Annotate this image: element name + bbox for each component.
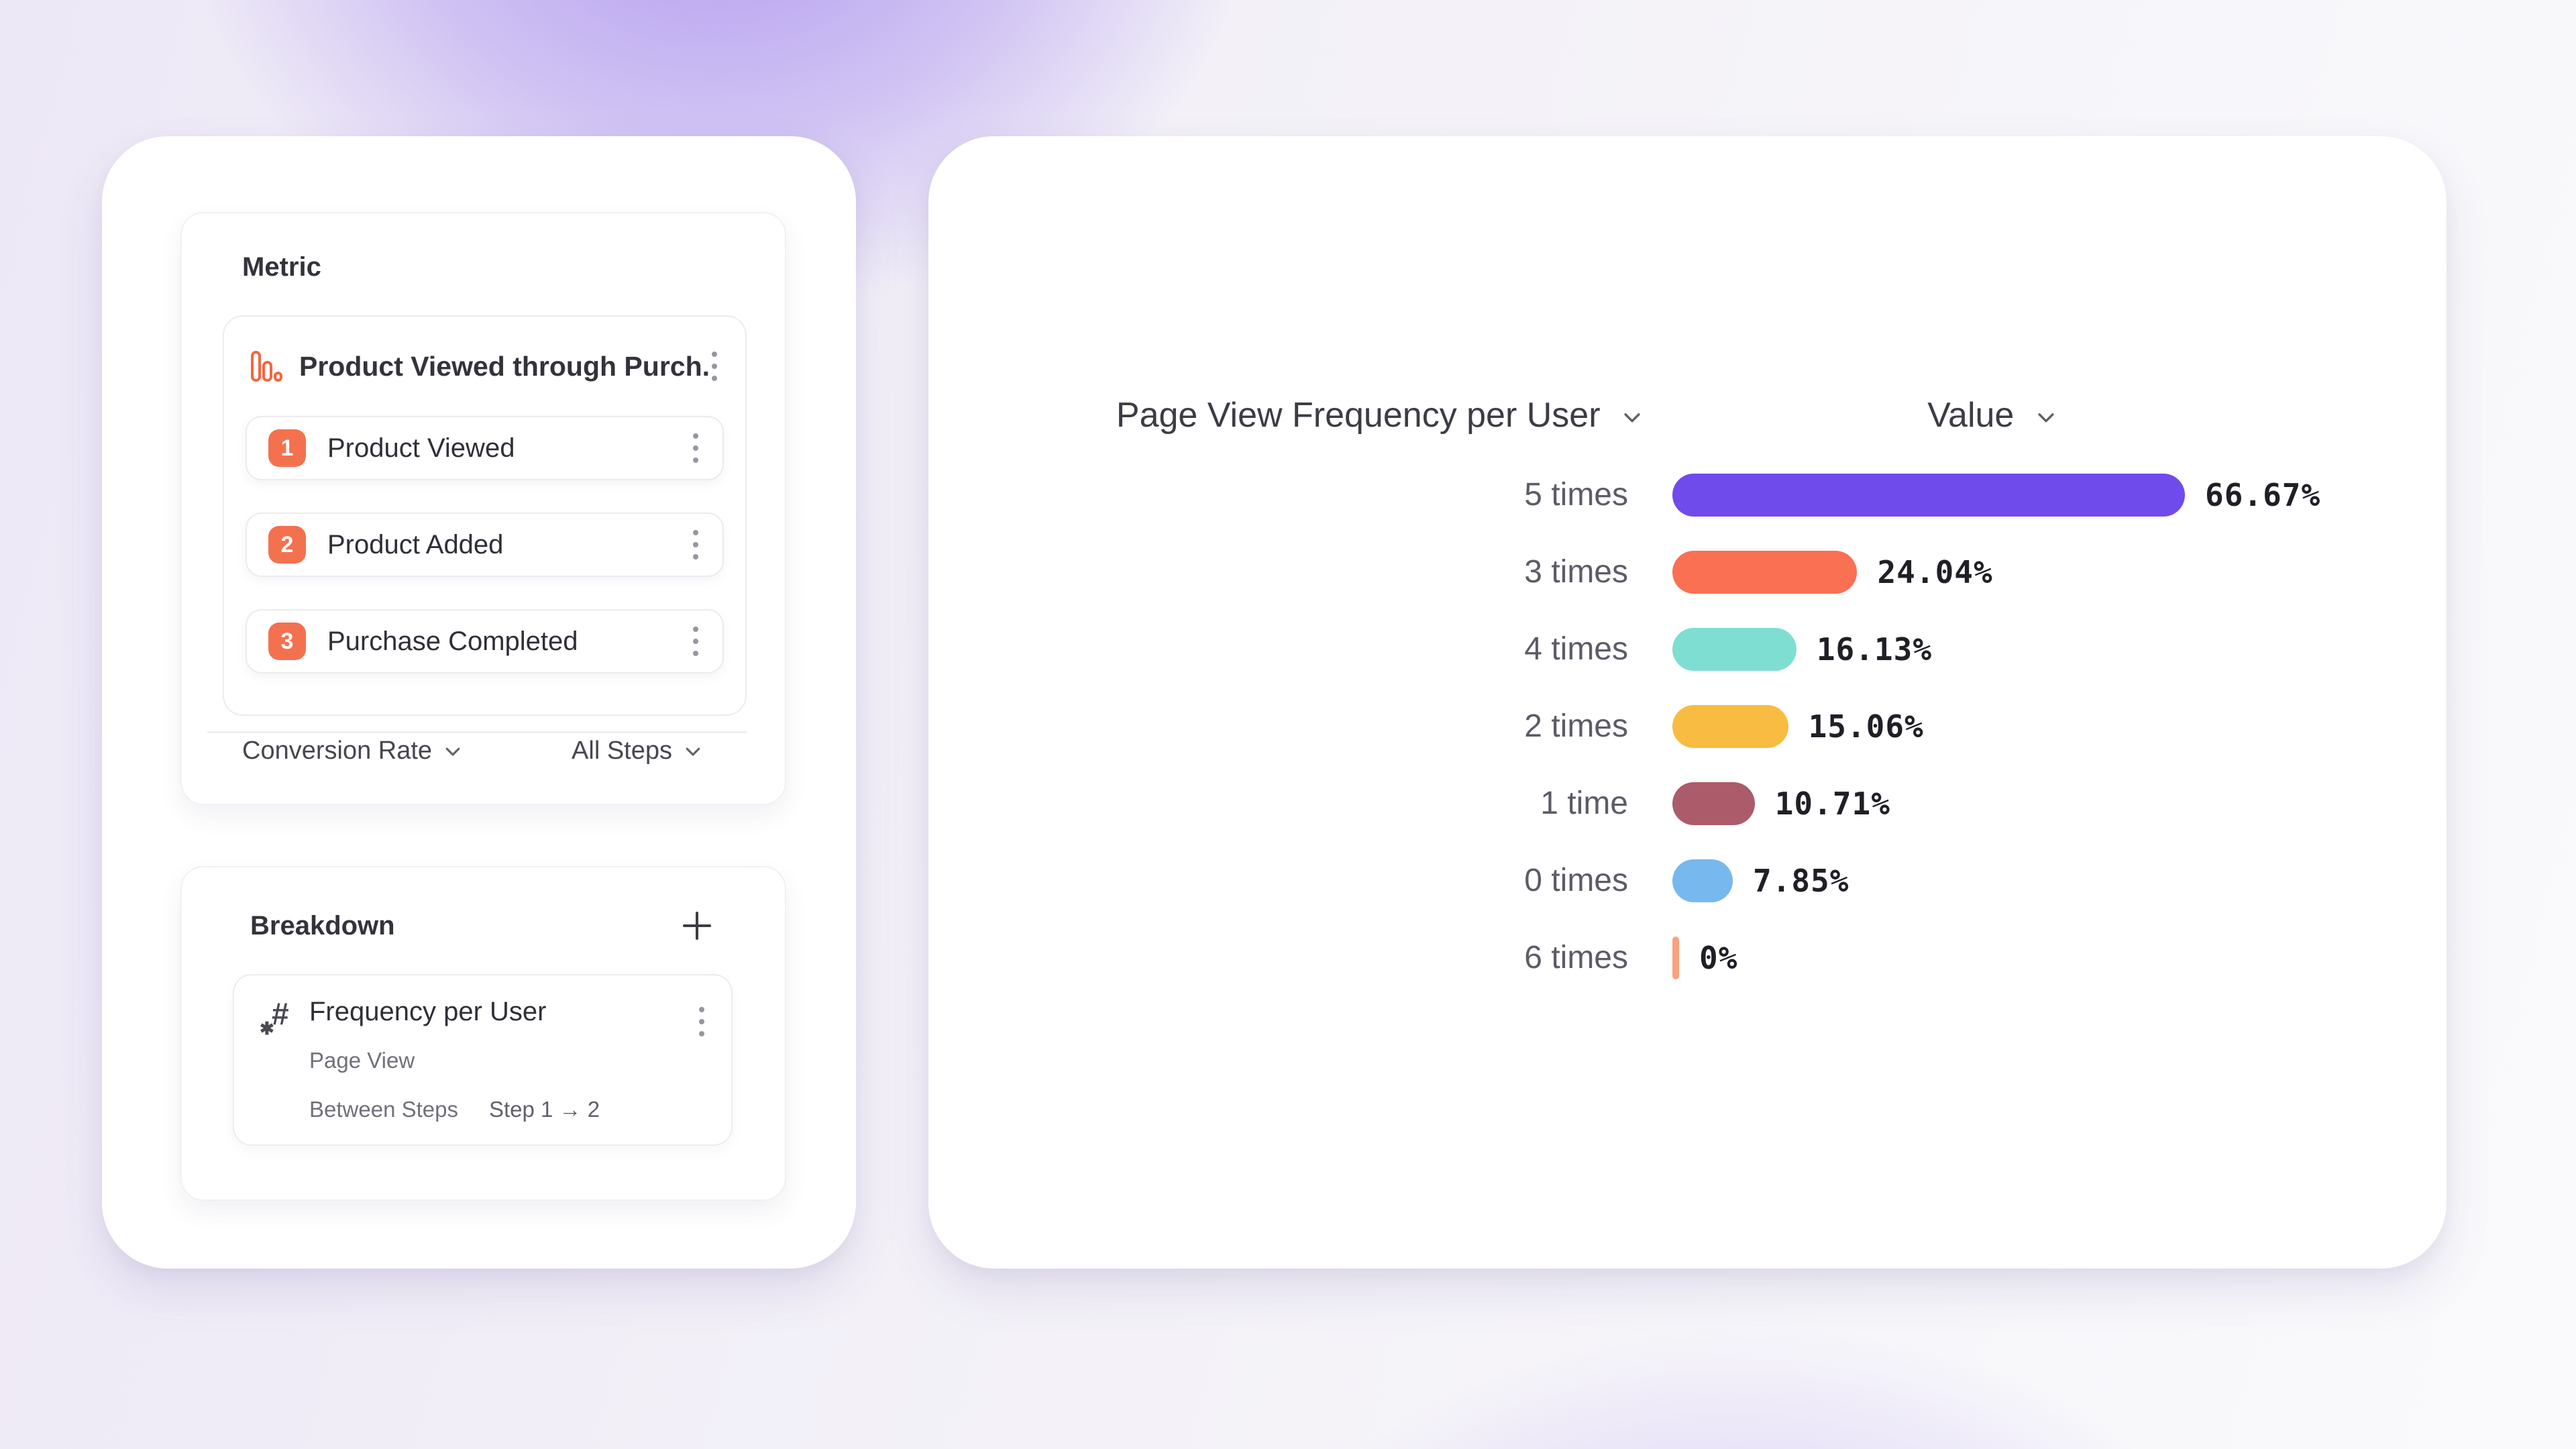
chart-row: 1 time 10.71%	[928, 765, 2447, 842]
category-label: 3 times	[1524, 554, 1628, 590]
funnel-definition-card: Product Viewed through Purch... 1 Produc…	[223, 315, 747, 716]
chart-card: Page View Frequency per User Value 5 tim…	[928, 136, 2447, 1269]
funnel-step-row[interactable]: 2 Product Added	[246, 513, 724, 577]
category-label: 4 times	[1524, 631, 1628, 667]
step-label: Purchase Completed	[327, 626, 578, 656]
breakdown-kebab-menu-icon[interactable]	[696, 1001, 707, 1042]
value-label: 0%	[1699, 939, 1738, 976]
value-label: 7.85%	[1752, 862, 1849, 899]
metric-footer-divider	[207, 731, 747, 733]
category-label: 5 times	[1524, 477, 1628, 513]
category-label: 0 times	[1524, 863, 1628, 898]
breakdown-panel-title: Breakdown	[250, 910, 395, 941]
step-label: Product Added	[327, 529, 504, 559]
breakdown-event-label: Page View	[309, 1048, 415, 1073]
breakdown-scope-value: Step 1 → 2	[488, 1097, 600, 1122]
funnel-kebab-menu-icon[interactable]	[709, 345, 720, 387]
chart-value-column-header-label: Value	[1927, 396, 2015, 435]
metric-panel-title: Metric	[242, 252, 321, 282]
value-label: 16.13%	[1816, 631, 1933, 667]
bar-3-times[interactable]	[1672, 550, 1858, 594]
conversion-rate-dropdown-label: Conversion Rate	[242, 737, 433, 765]
chart-breakdown-column-header[interactable]: Page View Frequency per User	[928, 395, 1644, 435]
funnel-steps-list: 1 Product Viewed 2 Product Added 3 Purch…	[224, 416, 745, 674]
value-label: 15.06%	[1808, 708, 1924, 745]
breakdown-item-card[interactable]: # ✱ Frequency per User Page View Between …	[233, 974, 733, 1146]
chart-row: 2 times 15.06%	[928, 688, 2447, 765]
add-breakdown-button[interactable]	[682, 910, 712, 941]
step-number-badge: 1	[268, 429, 306, 467]
step-number-badge: 2	[268, 526, 306, 564]
step-number-badge: 3	[268, 623, 306, 660]
breakdown-header-row: Breakdown	[250, 910, 712, 941]
step-kebab-menu-icon[interactable]	[690, 524, 701, 566]
chevron-down-icon	[445, 747, 460, 756]
chart-row: 5 times 66.67%	[928, 456, 2447, 533]
all-steps-dropdown[interactable]: All Steps	[572, 737, 703, 765]
chevron-down-icon	[2038, 413, 2054, 423]
category-label: 6 times	[1524, 940, 1628, 975]
chart-value-column-header[interactable]: Value	[1892, 395, 2093, 435]
all-steps-dropdown-label: All Steps	[572, 737, 672, 765]
chart-row: 4 times 16.13%	[928, 610, 2447, 688]
bar-2-times[interactable]	[1672, 704, 1788, 748]
category-label: 1 time	[1540, 786, 1628, 821]
chevron-down-icon	[1624, 413, 1640, 423]
bar-4-times[interactable]	[1672, 627, 1796, 671]
numeric-hash-icon: # ✱	[260, 996, 289, 1038]
breakdown-panel: Breakdown # ✱ Frequency per User Page Vie…	[180, 866, 786, 1201]
step-kebab-menu-icon[interactable]	[690, 621, 701, 662]
metric-footer-row: Conversion Rate All Steps	[242, 737, 703, 765]
chart-row: 3 times 24.04%	[928, 533, 2447, 610]
step-kebab-menu-icon[interactable]	[690, 427, 701, 469]
chevron-down-icon	[686, 747, 700, 756]
step-label: Product Viewed	[327, 433, 515, 463]
chart-breakdown-column-header-label: Page View Frequency per User	[1116, 396, 1601, 435]
funnel-header-row[interactable]: Product Viewed through Purch...	[224, 317, 745, 416]
query-builder-card: Metric Product Viewed through Purch...	[102, 136, 856, 1269]
breakdown-scope-row: Between Steps Step 1 → 2	[309, 1097, 600, 1122]
metric-panel: Metric Product Viewed through Purch...	[180, 212, 786, 805]
funnel-bars-icon	[250, 350, 283, 383]
bar-1-time[interactable]	[1672, 782, 1755, 825]
value-label: 66.67%	[2205, 476, 2321, 513]
breakdown-scope-label: Between Steps	[309, 1097, 458, 1122]
funnel-step-row[interactable]: 3 Purchase Completed	[246, 609, 724, 674]
chart-row: 6 times 0%	[928, 919, 2447, 996]
value-label: 24.04%	[1877, 553, 1993, 590]
bar-chart: 5 times 66.67% 3 times 24.04% 4 times 16…	[928, 456, 2447, 996]
breakdown-item-title: Frequency per User	[309, 997, 547, 1026]
bar-0-times[interactable]	[1672, 859, 1733, 902]
chart-row: 0 times 7.85%	[928, 842, 2447, 919]
conversion-rate-dropdown[interactable]: Conversion Rate	[242, 737, 463, 765]
funnel-step-row[interactable]: 1 Product Viewed	[246, 416, 724, 480]
bar-6-times[interactable]	[1672, 936, 1679, 979]
value-label: 10.71%	[1774, 785, 1890, 822]
funnel-title: Product Viewed through Purch...	[299, 350, 709, 382]
bar-5-times[interactable]	[1672, 473, 2186, 517]
category-label: 2 times	[1524, 708, 1628, 744]
